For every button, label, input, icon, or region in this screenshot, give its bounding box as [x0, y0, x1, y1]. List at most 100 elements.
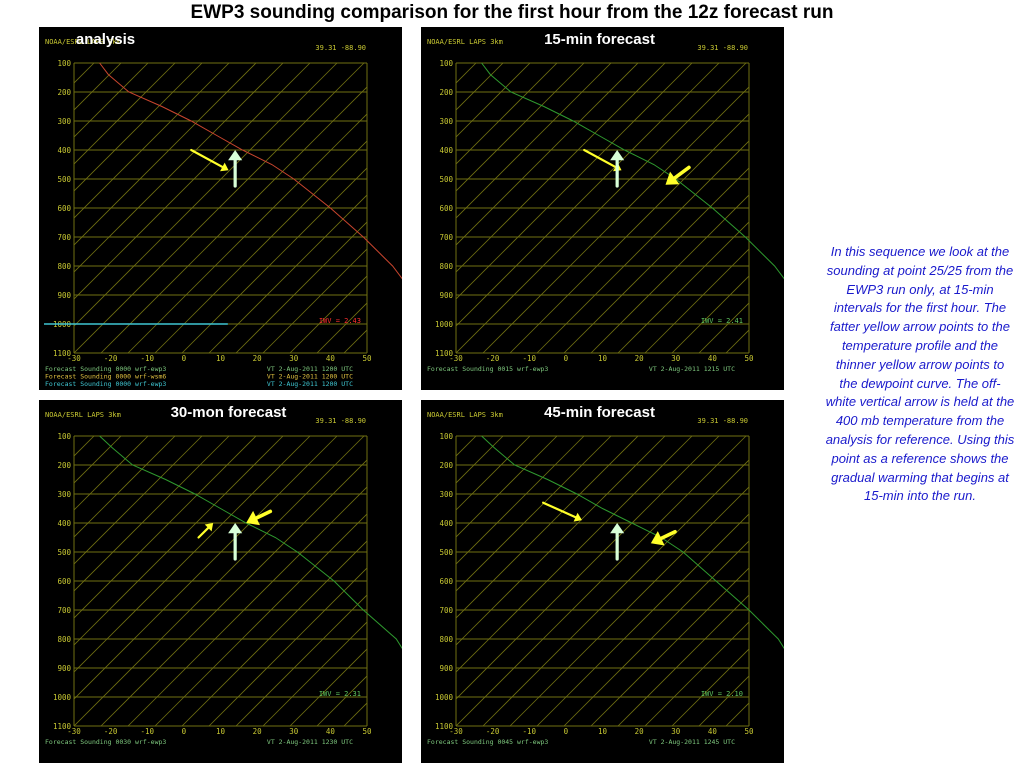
y-tick-label: 100 — [57, 59, 71, 68]
footer-right: VT 2-Aug-2011 1215 UTC — [649, 365, 735, 373]
isotherm-line — [74, 436, 176, 538]
y-tick-label: 700 — [57, 233, 71, 242]
dewpoint-arrow-shaft — [583, 148, 617, 169]
x-tick-label: 10 — [598, 727, 608, 736]
footer-left: Forecast Sounding 0015 wrf-ewp3 — [427, 365, 548, 373]
y-tick-label: 500 — [57, 175, 71, 184]
isotherm-line — [235, 221, 367, 353]
iwv-label: IWV = 2.10 — [701, 690, 743, 698]
x-tick-label: 0 — [564, 354, 569, 363]
x-tick-label: -10 — [140, 727, 154, 736]
isotherm-line — [74, 63, 176, 165]
page-title: EWP3 sounding comparison for the first h… — [190, 2, 834, 23]
temperature-arrow-head — [665, 171, 680, 185]
y-tick-label: 700 — [439, 233, 453, 242]
isotherm-line — [74, 63, 203, 192]
y-tick-label: 600 — [57, 204, 71, 213]
isotherm-line — [74, 436, 203, 565]
x-tick-label: 30 — [289, 727, 299, 736]
isotherm-line — [617, 594, 749, 726]
x-tick-label: -30 — [67, 727, 81, 736]
isotherm-line — [74, 436, 149, 511]
isotherm-line — [698, 675, 749, 726]
temperature-arrow-shaft — [672, 165, 691, 180]
y-tick-label: 1000 — [53, 693, 72, 702]
sounding-chart-analysis: 10020030040050060070080090010001100-30-2… — [44, 38, 402, 388]
x-tick-label: -30 — [449, 354, 463, 363]
x-tick-label: 40 — [708, 354, 718, 363]
header-right: 39.31 -88.90 — [315, 44, 366, 52]
x-tick-label: 30 — [671, 354, 681, 363]
isotherm-line — [421, 436, 422, 726]
y-tick-label: 1100 — [435, 722, 454, 731]
y-tick-label: 300 — [57, 117, 71, 126]
x-tick-label: 50 — [744, 354, 754, 363]
x-tick-label: 20 — [253, 727, 263, 736]
y-tick-label: 300 — [57, 490, 71, 499]
x-tick-label: -30 — [67, 354, 81, 363]
temperature-profile — [99, 435, 402, 649]
y-tick-label: 600 — [439, 577, 453, 586]
x-tick-label: 0 — [182, 354, 187, 363]
isotherm-line — [671, 275, 749, 353]
reference-arrow-head — [610, 523, 625, 534]
y-tick-label: 900 — [439, 664, 453, 673]
temperature-arrow — [665, 165, 691, 185]
isotherm-line — [780, 436, 784, 726]
y-tick-label: 400 — [57, 146, 71, 155]
y-tick-label: 1100 — [53, 349, 72, 358]
isotherm-line — [371, 436, 402, 726]
panel-title: 45-min forecast — [544, 404, 655, 421]
y-tick-label: 1000 — [435, 320, 454, 329]
iwv-label: IWV = 2.31 — [319, 690, 361, 698]
temperature-arrow-head — [246, 510, 260, 526]
isotherm-line — [456, 436, 585, 565]
isotherm-line — [371, 63, 402, 353]
temperature-profile — [481, 62, 784, 280]
header-left: NOAA/ESRL LAPS 3km — [427, 38, 503, 46]
header-right: 39.31 -88.90 — [315, 417, 366, 425]
header-left: NOAA/ESRL LAPS 3km — [45, 38, 121, 46]
y-tick-label: 500 — [57, 548, 71, 557]
isotherm-line — [698, 302, 749, 353]
sounding-panel-15min: 100 200 300 400 500 600 700 800 900 1000 1100 -30 -2… — [421, 27, 784, 390]
dewpoint-arrow — [197, 523, 214, 539]
dewpoint-arrow-head — [220, 162, 229, 172]
footer-right: VT 2-Aug-2011 1200 UTC — [267, 373, 353, 381]
y-tick-label: 800 — [57, 262, 71, 271]
footer-left: Forecast Sounding 0045 wrf-ewp3 — [427, 738, 548, 746]
y-tick-label: 800 — [439, 262, 453, 271]
footer-right: VT 2-Aug-2011 1230 UTC — [267, 738, 353, 746]
footer-left: Forecast Sounding 0030 wrf-ewp3 — [45, 738, 166, 746]
footer-left: Forecast Sounding 0000 wrf-wsm6 — [45, 373, 166, 381]
x-tick-label: 20 — [635, 727, 645, 736]
x-tick-label: 50 — [362, 727, 372, 736]
y-tick-label: 200 — [439, 88, 453, 97]
isotherm-line — [456, 436, 558, 538]
isotherm-line — [398, 63, 402, 353]
y-tick-label: 700 — [57, 606, 71, 615]
y-tick-label: 100 — [439, 59, 453, 68]
isotherm-line — [398, 436, 402, 726]
reference-arrow — [228, 150, 243, 188]
y-tick-label: 400 — [439, 519, 453, 528]
header-right: 39.31 -88.90 — [697, 44, 748, 52]
y-tick-label: 1000 — [435, 693, 454, 702]
sounding-panel-30min: 100 200 300 400 500 600 700 800 900 1000 1100 -30 -2… — [39, 400, 402, 763]
isotherm-line — [235, 594, 367, 726]
y-tick-label: 600 — [439, 204, 453, 213]
y-tick-label: 300 — [439, 490, 453, 499]
isotherm-line — [753, 436, 784, 726]
isotherm-line — [456, 63, 558, 165]
y-tick-label: 300 — [439, 117, 453, 126]
isotherm-line — [780, 63, 784, 353]
isotherm-line — [644, 248, 749, 353]
temperature-arrow — [650, 529, 677, 546]
temperature-arrow-shaft — [254, 509, 273, 520]
isotherm-line — [74, 63, 149, 138]
isotherm-line — [644, 621, 749, 726]
temperature-arrow — [246, 509, 273, 526]
isotherm-line — [421, 63, 422, 353]
header-right: 39.31 -88.90 — [697, 417, 748, 425]
